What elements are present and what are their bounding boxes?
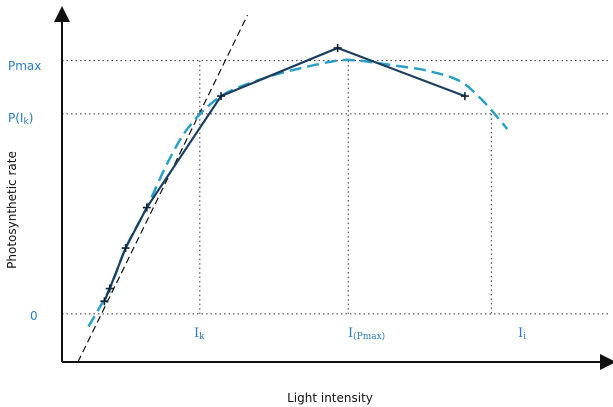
x-tick-label-ipmax: I(Pmax) <box>348 326 385 342</box>
data-point-marker <box>100 297 109 306</box>
ik-main: I <box>194 326 199 341</box>
pik-prefix: P(I <box>8 111 23 125</box>
y-axis-title: Photosynthetic rate <box>5 151 19 269</box>
reference-lines <box>62 60 608 315</box>
ii-sub: i <box>523 332 526 342</box>
ipmax-sub: (Pmax) <box>353 331 385 342</box>
pik-suffix: ) <box>29 111 34 125</box>
data-point-marker <box>217 92 226 101</box>
x-tick-label-ik: Ik <box>194 326 205 342</box>
series-initial-slope-line <box>77 14 249 363</box>
y-tick-label-zero: 0 <box>30 309 38 323</box>
data-point-marker <box>121 244 130 253</box>
pik-sub: k <box>23 117 29 127</box>
x-axis-title: Light intensity <box>287 391 373 405</box>
y-tick-label-pik: P(Ik) <box>8 111 33 127</box>
y-tick-label-pmax: Pmax <box>8 59 41 73</box>
data-point-marker <box>460 92 469 101</box>
ipmax-main: I <box>348 326 353 341</box>
data-point-marker <box>333 43 342 52</box>
ik-sub: k <box>199 332 205 342</box>
ii-main: I <box>518 326 523 341</box>
series-solid-polyline <box>103 46 466 302</box>
data-point-marker <box>105 284 114 293</box>
x-tick-label-ii: Ii <box>518 326 526 342</box>
series-layer <box>77 14 509 363</box>
series-dashed-curve <box>87 58 509 328</box>
data-point-marker <box>142 203 151 212</box>
